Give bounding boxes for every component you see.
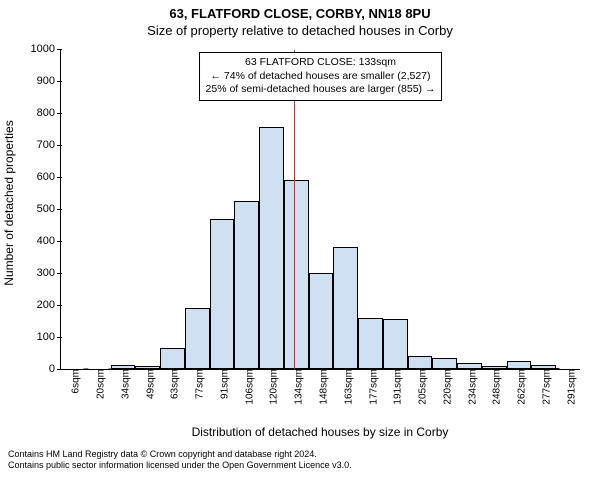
plot-area: 63 FLATFORD CLOSE: 133sqm ← 74% of detac… — [60, 50, 580, 370]
x-tick: 63sqm — [164, 369, 181, 399]
histogram-bar — [333, 247, 358, 369]
x-tick: 220sqm — [436, 369, 453, 405]
histogram-bar — [210, 219, 235, 369]
page-title-subtitle: Size of property relative to detached ho… — [0, 21, 600, 40]
y-tick: 700 — [15, 139, 61, 151]
x-tick: 120sqm — [263, 369, 280, 405]
histogram-bar — [185, 308, 210, 369]
y-tick: 200 — [15, 299, 61, 311]
histogram-bar — [284, 180, 309, 369]
x-tick: 6sqm — [65, 369, 82, 393]
y-tick: 400 — [15, 235, 61, 247]
x-axis-label: Distribution of detached houses by size … — [60, 425, 580, 439]
y-tick: 600 — [15, 171, 61, 183]
x-tick: 277sqm — [535, 369, 552, 405]
x-tick: 234sqm — [461, 369, 478, 405]
x-tick: 177sqm — [362, 369, 379, 405]
y-tick: 900 — [15, 75, 61, 87]
x-tick: 163sqm — [337, 369, 354, 405]
info-box: 63 FLATFORD CLOSE: 133sqm ← 74% of detac… — [199, 52, 443, 101]
histogram-bar — [432, 358, 457, 369]
info-box-line1: 63 FLATFORD CLOSE: 133sqm — [206, 56, 436, 70]
y-tick: 300 — [15, 267, 61, 279]
page-title-address: 63, FLATFORD CLOSE, CORBY, NN18 8PU — [0, 0, 600, 21]
x-tick: 34sqm — [114, 369, 131, 399]
histogram-bar — [507, 361, 532, 369]
histogram-bar — [259, 127, 284, 369]
footer-line1: Contains HM Land Registry data © Crown c… — [8, 449, 592, 460]
y-tick: 0 — [15, 363, 61, 375]
x-tick: 106sqm — [238, 369, 255, 405]
y-tick: 1000 — [15, 43, 61, 55]
x-tick: 77sqm — [189, 369, 206, 399]
y-tick: 500 — [15, 203, 61, 215]
x-tick: 191sqm — [387, 369, 404, 405]
histogram-bar — [160, 348, 185, 369]
histogram-bar — [383, 319, 408, 369]
histogram-bar — [309, 273, 334, 369]
histogram-bar — [234, 201, 259, 369]
x-tick: 49sqm — [139, 369, 156, 399]
x-tick: 205sqm — [412, 369, 429, 405]
x-tick: 134sqm — [288, 369, 305, 405]
x-tick: 248sqm — [486, 369, 503, 405]
chart-container: Number of detached properties 63 FLATFOR… — [0, 40, 600, 445]
y-tick: 100 — [15, 331, 61, 343]
histogram-bar — [408, 356, 433, 369]
x-tick: 148sqm — [313, 369, 330, 405]
y-axis-label: Number of detached properties — [2, 38, 16, 203]
histogram-bar — [358, 318, 383, 369]
footer-attribution: Contains HM Land Registry data © Crown c… — [0, 445, 600, 472]
x-tick: 91sqm — [213, 369, 230, 399]
x-tick: 262sqm — [511, 369, 528, 405]
footer-line2: Contains public sector information licen… — [8, 460, 592, 471]
info-box-line3: 25% of semi-detached houses are larger (… — [206, 83, 436, 97]
y-tick: 800 — [15, 107, 61, 119]
x-tick: 291sqm — [560, 369, 577, 405]
info-box-line2: ← 74% of detached houses are smaller (2,… — [206, 70, 436, 84]
x-tick: 20sqm — [90, 369, 107, 399]
